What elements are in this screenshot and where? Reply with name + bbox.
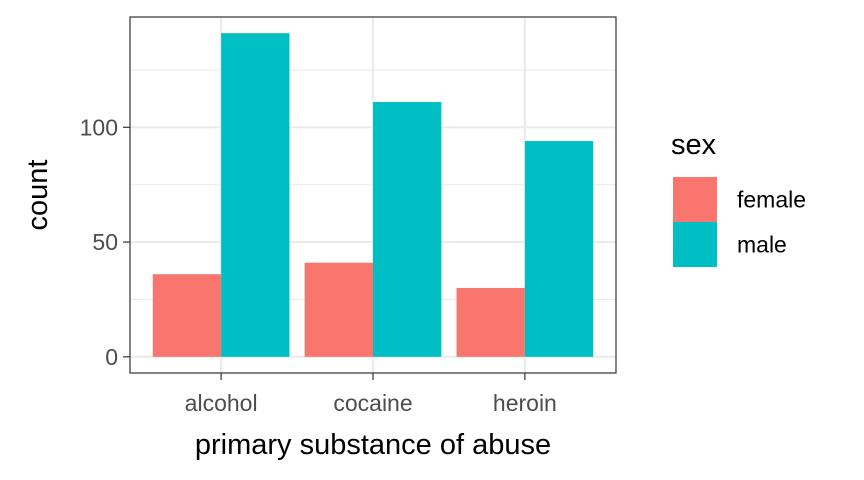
bars [152, 33, 594, 357]
legend-key-male [673, 222, 717, 267]
y-tick-label: 0 [105, 344, 118, 370]
x-tick-label: heroin [493, 390, 557, 416]
y-axis-title: count [22, 160, 54, 231]
bar-male-alcohol [221, 33, 290, 357]
legend-label-female: female [737, 187, 806, 213]
bar-female-heroin [456, 287, 525, 357]
bar-female-alcohol [152, 274, 222, 357]
legend: sex female male [671, 129, 806, 267]
x-tick-label: cocaine [333, 390, 412, 416]
bar-male-cocaine [373, 102, 442, 357]
legend-label-male: male [737, 232, 787, 258]
y-tick-label: 100 [80, 114, 118, 140]
x-axis-ticks: alcohol cocaine heroin [185, 373, 557, 416]
x-tick-label: alcohol [185, 390, 258, 416]
bar-female-cocaine [304, 262, 373, 357]
bar-male-heroin [524, 141, 594, 357]
legend-title: sex [671, 129, 717, 161]
x-axis-title: primary substance of abuse [195, 429, 551, 461]
y-tick-label: 50 [92, 229, 118, 255]
y-axis-ticks: 0 50 100 [80, 114, 130, 370]
legend-key-female [673, 177, 717, 222]
